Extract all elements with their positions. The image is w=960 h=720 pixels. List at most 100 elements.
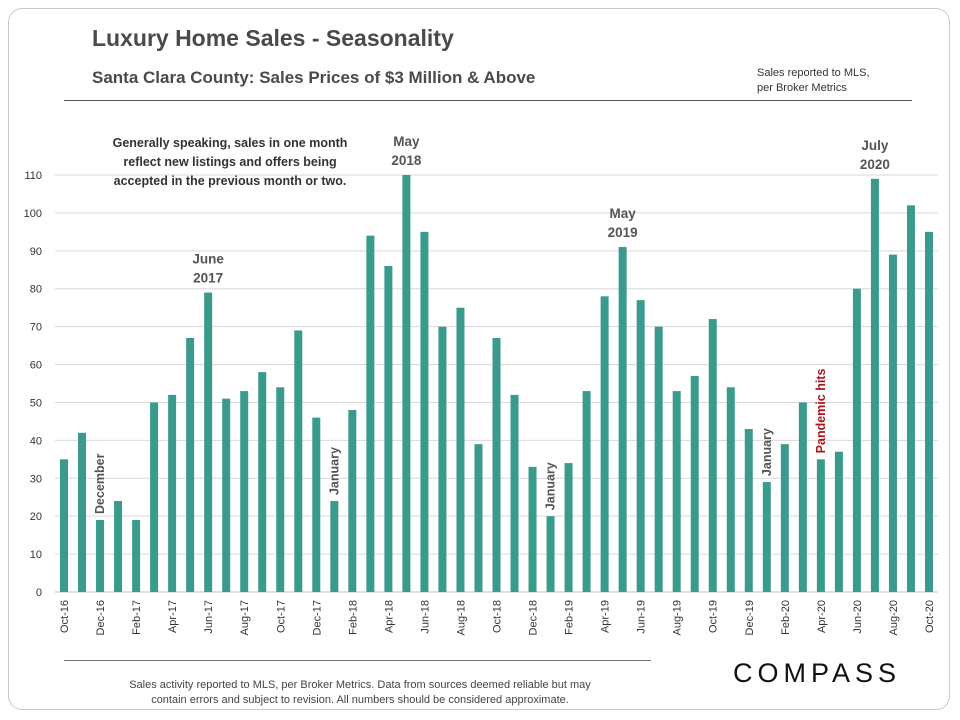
peak-annotation: June (192, 252, 224, 267)
bar (924, 231, 933, 592)
bar (744, 428, 753, 592)
bar (492, 338, 501, 592)
x-tick-label: Jun-18 (419, 600, 431, 634)
page-subtitle: Santa Clara County: Sales Prices of $3 M… (92, 68, 536, 87)
peak-annotation: May (610, 206, 637, 221)
footer-line-2: contain errors and subject to revision. … (151, 694, 569, 706)
x-tick-label: Oct-18 (492, 600, 504, 633)
y-tick-label: 40 (30, 435, 42, 447)
bar (312, 417, 321, 592)
peak-annotation: 2020 (860, 157, 890, 172)
bar (636, 300, 645, 592)
bar (438, 326, 447, 592)
bar (582, 391, 591, 592)
x-tick-label: Feb-19 (564, 600, 576, 635)
y-tick-label: 80 (30, 284, 42, 296)
bar (888, 254, 897, 593)
annotation-note-line: reflect new listings and offers being (123, 155, 336, 169)
bar (726, 387, 735, 592)
bar (708, 319, 717, 592)
x-tick-label: Oct-17 (275, 600, 287, 633)
x-tick-label: Dec-16 (95, 600, 107, 635)
bar (276, 387, 285, 592)
bar (780, 444, 789, 592)
bar (60, 459, 69, 592)
x-tick-label: Dec-18 (528, 600, 540, 635)
x-tick-label: Jun-17 (203, 600, 215, 634)
bar (906, 205, 915, 592)
bar (456, 307, 465, 592)
y-tick-label: 100 (24, 208, 42, 220)
bar (150, 402, 159, 592)
y-tick-label: 0 (36, 587, 42, 599)
x-tick-label: Dec-17 (311, 600, 323, 635)
month-annotation: December (93, 453, 107, 514)
pandemic-annotation: Pandemic hits (814, 369, 828, 454)
x-tick-label: Oct-20 (924, 600, 936, 633)
bar (762, 482, 771, 592)
peak-annotation: July (861, 138, 889, 153)
y-tick-label: 60 (30, 360, 42, 372)
x-tick-label: Feb-18 (347, 600, 359, 635)
source-note-line-1: Sales reported to MLS, (757, 67, 870, 79)
x-tick-label: Apr-19 (600, 600, 612, 633)
bar (474, 444, 483, 592)
bar (402, 175, 411, 592)
x-tick-label: Aug-20 (888, 600, 900, 635)
x-tick-label: Dec-19 (744, 600, 756, 635)
peak-annotation: 2019 (608, 225, 638, 240)
peak-annotation: 2017 (193, 271, 223, 286)
compass-logo: COMPASS (733, 658, 902, 688)
x-tick-label: Oct-19 (708, 600, 720, 633)
source-note-line-2: per Broker Metrics (757, 82, 847, 94)
bar (168, 394, 177, 592)
bar (114, 501, 123, 592)
month-annotation: January (544, 462, 558, 510)
bar (348, 410, 357, 592)
bar (528, 466, 537, 592)
bar (420, 231, 429, 592)
bar (834, 451, 843, 592)
bar (294, 330, 303, 592)
bar (240, 391, 249, 592)
bar (852, 288, 861, 592)
y-tick-label: 50 (30, 397, 42, 409)
source-note: Sales reported to MLS, per Broker Metric… (757, 66, 907, 96)
x-tick-label: Feb-20 (780, 600, 792, 635)
bar (330, 501, 339, 592)
bar (672, 391, 681, 592)
x-tick-label: Aug-17 (239, 600, 251, 635)
bar (186, 338, 195, 592)
annotation-note-line: Generally speaking, sales in one month (113, 136, 348, 150)
peak-annotation: May (393, 134, 420, 149)
bar (618, 247, 627, 592)
x-tick-label: Feb-17 (131, 600, 143, 635)
bar (258, 372, 267, 592)
bar (798, 402, 807, 592)
bar (96, 519, 105, 592)
footer-disclaimer: Sales activity reported to MLS, per Brok… (70, 678, 650, 708)
footer-divider (64, 660, 651, 661)
header-divider (64, 100, 912, 101)
footer-line-1: Sales activity reported to MLS, per Brok… (129, 679, 591, 691)
annotation-note-line: accepted in the previous month or two. (114, 174, 347, 188)
bar (600, 296, 609, 592)
bar (690, 375, 699, 592)
bar (222, 398, 231, 592)
page-title: Luxury Home Sales - Seasonality (92, 25, 454, 51)
y-tick-label: 110 (24, 170, 42, 182)
x-tick-label: Oct-16 (59, 600, 71, 633)
y-tick-label: 70 (30, 322, 42, 334)
y-tick-label: 30 (30, 473, 42, 485)
y-tick-label: 20 (30, 511, 42, 523)
x-tick-label: Apr-18 (383, 600, 395, 633)
bar (384, 265, 393, 592)
bar (546, 516, 555, 592)
bar (564, 463, 573, 592)
bar (816, 459, 825, 592)
month-annotation: January (327, 447, 341, 495)
x-tick-label: Aug-19 (672, 600, 684, 635)
month-annotation: January (760, 428, 774, 476)
x-tick-label: Jun-19 (636, 600, 648, 634)
